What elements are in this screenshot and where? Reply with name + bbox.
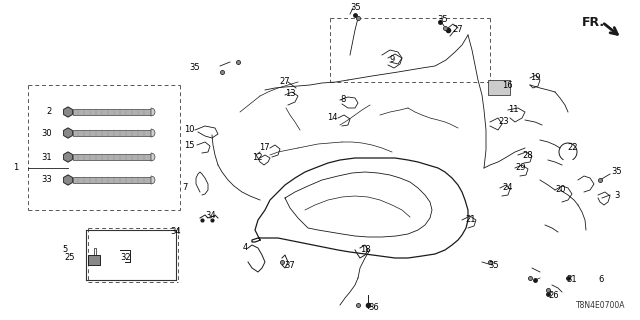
Text: FR.: FR. [582, 15, 605, 28]
Text: 10: 10 [184, 125, 195, 134]
Bar [73, 177, 151, 183]
Text: 35: 35 [189, 63, 200, 73]
Text: 29: 29 [515, 164, 525, 172]
Bar [88, 255, 100, 265]
Text: 5: 5 [63, 245, 68, 254]
Text: 26: 26 [548, 291, 559, 300]
Text: 8: 8 [340, 95, 346, 105]
Text: 36: 36 [368, 302, 379, 311]
Bar [73, 109, 151, 115]
Text: 27: 27 [452, 26, 463, 35]
Bar [73, 130, 151, 136]
Bar [88, 255, 100, 265]
Text: 9: 9 [390, 55, 396, 65]
Text: 35: 35 [437, 15, 447, 25]
Bar [488, 80, 510, 95]
Bar [73, 154, 151, 160]
Text: 37: 37 [284, 260, 295, 269]
Text: 11: 11 [508, 106, 518, 115]
Text: 16: 16 [502, 81, 513, 90]
Text: 15: 15 [184, 140, 195, 149]
Text: 1: 1 [13, 164, 18, 172]
Text: 30: 30 [42, 129, 52, 138]
Text: 35: 35 [350, 4, 360, 12]
Text: 25: 25 [65, 253, 75, 262]
Text: 3: 3 [614, 190, 620, 199]
Text: 13: 13 [285, 90, 296, 99]
Text: 28: 28 [522, 150, 532, 159]
Text: 20: 20 [555, 186, 566, 195]
Text: 24: 24 [502, 183, 513, 193]
Text: 2: 2 [47, 107, 52, 116]
Text: 35: 35 [488, 260, 499, 269]
Wedge shape [151, 153, 155, 161]
Text: 12: 12 [252, 153, 262, 162]
Text: 33: 33 [41, 175, 52, 185]
Text: 31: 31 [566, 276, 577, 284]
Text: 7: 7 [182, 183, 188, 193]
Text: 35: 35 [611, 167, 621, 177]
Text: T8N4E0700A: T8N4E0700A [575, 301, 625, 310]
Text: 34: 34 [205, 211, 216, 220]
Text: 19: 19 [530, 74, 541, 83]
Text: 14: 14 [328, 114, 338, 123]
Text: 32: 32 [120, 253, 131, 262]
Text: 4: 4 [243, 244, 248, 252]
Wedge shape [151, 129, 155, 137]
Text: 22: 22 [567, 143, 577, 153]
Wedge shape [151, 176, 155, 184]
Text: 23: 23 [498, 117, 509, 126]
Wedge shape [151, 108, 155, 116]
Text: 31: 31 [42, 153, 52, 162]
Text: 18: 18 [360, 245, 371, 254]
Text: 27: 27 [280, 77, 290, 86]
Text: 34: 34 [170, 228, 180, 236]
Text: 21: 21 [465, 215, 476, 225]
Text: 6: 6 [598, 276, 604, 284]
Text: 17: 17 [259, 143, 270, 153]
